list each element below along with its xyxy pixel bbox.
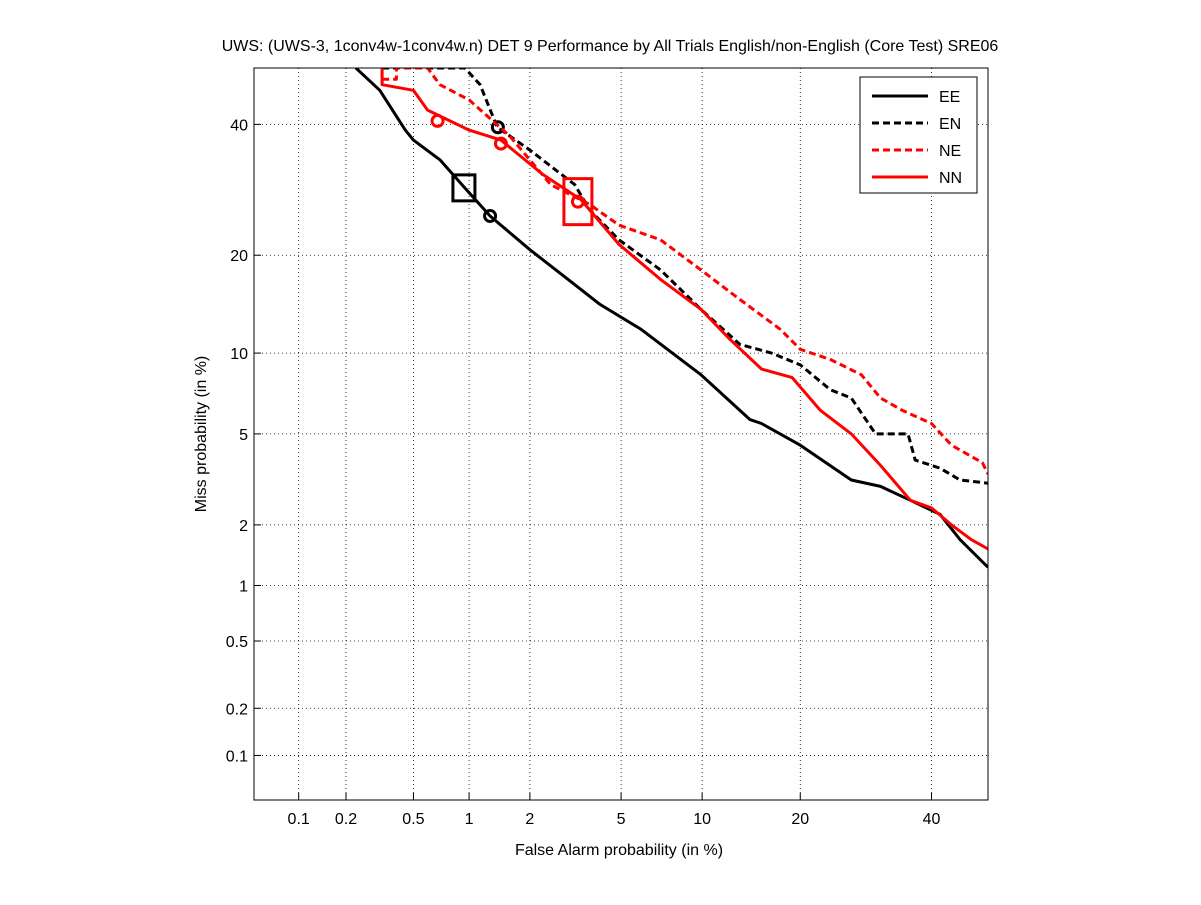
x-tick-label: 40 bbox=[923, 811, 941, 828]
x-tick-label: 20 bbox=[791, 811, 809, 828]
y-tick-label: 0.2 bbox=[226, 701, 248, 718]
y-tick-label: 2 bbox=[239, 518, 248, 535]
series-nn-square-marker bbox=[562, 177, 594, 227]
curves bbox=[354, 68, 988, 569]
legend: EE EN NE NN bbox=[859, 76, 978, 194]
plot-frame bbox=[253, 67, 989, 801]
legend-label-nn: NN bbox=[939, 170, 962, 187]
legend-label-en: EN bbox=[939, 116, 961, 133]
x-tick-label: 1 bbox=[465, 811, 474, 828]
series-en-line bbox=[382, 68, 988, 485]
grid bbox=[254, 68, 988, 800]
x-tick-label: 2 bbox=[525, 811, 534, 828]
x-tick-label: 10 bbox=[693, 811, 711, 828]
series-nn-circle-marker bbox=[570, 194, 585, 209]
legend-label-ee: EE bbox=[939, 89, 960, 106]
chart-title: UWS: (UWS-3, 1conv4w-1conv4w.n) DET 9 Pe… bbox=[222, 38, 999, 55]
x-tick-label: 5 bbox=[617, 811, 626, 828]
x-axis-label: False Alarm probability (in %) bbox=[515, 842, 723, 859]
series-ee-square-marker bbox=[451, 173, 477, 203]
y-tick-label: 10 bbox=[230, 346, 248, 363]
y-tick-label: 0.1 bbox=[226, 748, 248, 765]
x-tick-label: 0.1 bbox=[288, 811, 310, 828]
y-tick-label: 0.5 bbox=[226, 634, 248, 651]
legend-label-ne: NE bbox=[939, 143, 961, 160]
series-nn-circle-marker bbox=[430, 113, 445, 128]
tick-labels: 0.1 0.2 0.5 1 2 5 10 20 40 0.1 0.2 0.5 1 2 5 10 20 40 bbox=[226, 117, 941, 828]
series-en-circle-marker bbox=[490, 120, 505, 135]
y-tick-label: 1 bbox=[239, 579, 248, 596]
x-tick-label: 0.5 bbox=[402, 811, 424, 828]
series-ee-circle-marker bbox=[483, 208, 498, 223]
y-tick-label: 40 bbox=[230, 117, 248, 134]
y-tick-label: 20 bbox=[230, 248, 248, 265]
y-axis-label: Miss probability (in %) bbox=[193, 356, 210, 512]
series-ne-line bbox=[382, 68, 988, 475]
series-ee-line bbox=[354, 68, 988, 569]
x-tick-label: 0.2 bbox=[335, 811, 357, 828]
series-nn-line bbox=[380, 68, 988, 551]
y-tick-label: 5 bbox=[239, 427, 248, 444]
